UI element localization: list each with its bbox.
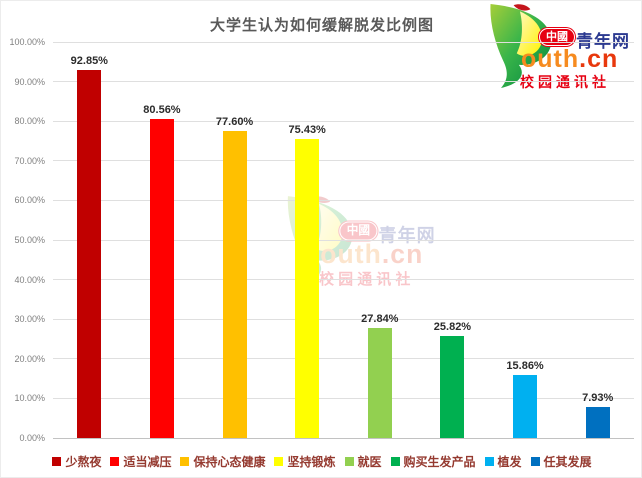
bar [149,118,174,438]
bar-column: 75.43% [271,42,344,438]
y-axis-tick-label: 20.00% [14,353,45,364]
legend-label: 适当减压 [123,455,172,469]
bar-column: 7.93% [561,42,634,438]
gridline [53,239,634,241]
bar-column: 25.82% [416,42,489,438]
legend-item: 植发 [484,453,522,470]
x-axis-line [53,437,634,439]
legend-item: 就医 [344,453,382,470]
legend-item: 保持心态健康 [180,453,265,470]
logo-domain: outh.cn [521,45,618,74]
legend-marker-icon [180,457,190,466]
bar-value-label: 77.60% [215,115,254,128]
legend-item: 购买生发产品 [390,453,476,470]
bar [295,139,320,438]
logo-site-name: 青年网 [378,225,436,246]
legend-label: 植发 [497,455,522,469]
gridline [53,41,634,43]
legend-item: 坚持锻炼 [274,453,336,470]
y-axis-tick-label: 80.00% [14,116,45,127]
y-axis-tick-label: 60.00% [14,195,45,206]
chart-title: 大学生认为如何缓解脱发比例图 [209,17,434,34]
logo-domain: outh.cn [320,240,423,271]
y-axis-tick-label: 0.00% [19,433,45,443]
logo-subtitle: 校园通讯社 [319,270,415,288]
gridline [53,279,634,281]
legend-label: 任其发展 [543,455,592,469]
bar [585,406,610,438]
y-axis-tick-label: 70.00% [14,155,45,166]
bar-value-label: 92.85% [70,55,108,68]
gridline [53,358,634,360]
legend-item: 任其发展 [530,453,592,470]
gridline [53,81,634,83]
legend-label: 坚持锻炼 [287,455,336,469]
bar-value-label: 25.82% [433,320,472,333]
y-axis: 0.00% 10.00% 20.00% 30.00% 40.00% 50.00% 60.00… [1,37,48,443]
logo-domain-prefix: outh [521,45,580,73]
bar-column: 27.84% [344,42,417,438]
bar [222,130,247,438]
bar-value-label: 75.43% [288,124,326,137]
legend-marker-icon [52,457,62,466]
legend-label: 保持心态健康 [193,455,266,469]
gridline [53,318,634,320]
bar-value-label: 27.84% [361,312,399,325]
legend-label: 购买生发产品 [403,455,476,469]
logo-domain-suffix: .cn [381,239,424,270]
legend-marker-icon [484,457,494,466]
bar [367,327,392,438]
gridline [53,120,634,122]
bar-column: 80.56% [126,42,199,438]
bars-container: 92.85% 80.56% 77.60% 75.43% 27.84% 25.82% 15.8… [53,42,634,438]
bar-column: 92.85% [53,42,126,438]
legend: 少熬夜 适当减压 保持心态健康 坚持锻炼 就医 购买生发产品 植发 任其发展 [1,453,641,470]
y-axis-tick-label: 90.00% [14,76,45,87]
watermark-logo: 中國 青年网 outh.cn 校园通讯社 [281,195,448,288]
bar-column: 77.60% [198,42,271,438]
y-axis-tick-label: 50.00% [14,235,45,245]
logo-domain-prefix: outh [320,239,382,270]
bar-value-label: 80.56% [143,103,181,116]
bar-value-label: 15.86% [506,360,544,373]
gridline [53,397,634,399]
legend-item: 少熬夜 [52,453,101,470]
gridline [53,199,634,201]
bar-column: 15.86% [489,42,562,438]
legend-marker-icon [110,457,120,466]
bar-value-label: 7.93% [582,391,614,404]
legend-marker-icon [530,457,540,466]
legend-marker-icon [344,457,354,466]
legend-marker-icon [274,457,284,466]
bar [77,70,102,438]
ginkgo-leaf-icon [490,4,552,88]
legend-label: 就医 [357,455,382,469]
legend-label: 少熬夜 [65,455,102,469]
bar [440,335,465,438]
plot-area: 92.85% 80.56% 77.60% 75.43% 27.84% 25.82% 15.8… [53,41,634,439]
logo-domain-suffix: .cn [579,45,619,73]
y-axis-tick-label: 40.00% [14,274,45,285]
y-axis-tick-label: 100.00% [9,37,45,47]
bar [513,375,538,438]
y-axis-tick-label: 10.00% [14,393,45,404]
gridline [53,160,634,162]
legend-marker-icon [390,457,400,466]
y-axis-tick-label: 30.00% [14,314,45,325]
legend-item: 适当减压 [110,453,171,470]
